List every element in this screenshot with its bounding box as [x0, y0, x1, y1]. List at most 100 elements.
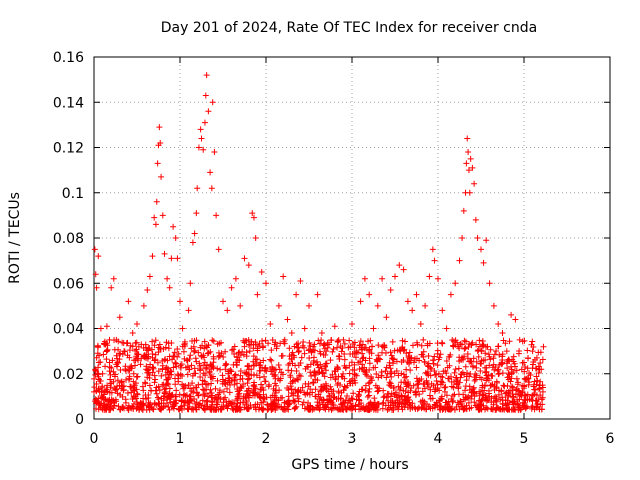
- band-point: [351, 361, 358, 368]
- band-point: [386, 381, 393, 388]
- band-point: [141, 352, 148, 359]
- data-point: [129, 330, 136, 337]
- band-point: [269, 406, 276, 413]
- band-point: [164, 395, 171, 402]
- band-point: [202, 365, 209, 372]
- x-tick-label: 6: [606, 431, 615, 447]
- band-point: [107, 371, 114, 378]
- band-point: [301, 344, 308, 351]
- band-point: [116, 351, 123, 358]
- band-point: [449, 392, 456, 399]
- band-point: [207, 386, 214, 393]
- band-point: [152, 387, 159, 394]
- data-point: [96, 352, 103, 359]
- band-point: [385, 397, 392, 404]
- band-point: [147, 361, 154, 368]
- band-point: [383, 394, 390, 401]
- band-point: [471, 374, 478, 381]
- y-tick-label: 0.14: [53, 95, 84, 111]
- band-point: [158, 400, 165, 407]
- band-point: [279, 394, 286, 401]
- band-point: [314, 361, 321, 368]
- band-point: [311, 347, 318, 354]
- band-point: [268, 347, 275, 354]
- band-point: [492, 406, 499, 413]
- data-point: [284, 316, 291, 323]
- band-point: [257, 367, 264, 374]
- band-point: [178, 361, 185, 368]
- band-point: [252, 339, 259, 346]
- band-point: [184, 371, 191, 378]
- band-point: [196, 404, 203, 411]
- band-point: [467, 370, 474, 377]
- band-point: [220, 399, 227, 406]
- data-point: [280, 273, 287, 280]
- band-point: [215, 353, 222, 360]
- band-point: [434, 347, 441, 354]
- band-point: [195, 349, 202, 356]
- data-point: [409, 307, 416, 314]
- band-point: [409, 342, 416, 349]
- band-point: [239, 375, 246, 382]
- band-point: [420, 353, 427, 360]
- data-point: [301, 325, 308, 332]
- band-point: [502, 340, 509, 347]
- band-point: [499, 351, 506, 358]
- band-point: [475, 353, 482, 360]
- band-point: [367, 337, 374, 344]
- band-point: [175, 350, 182, 357]
- band-point: [308, 373, 315, 380]
- band-point: [243, 349, 250, 356]
- x-tick-label: 3: [348, 431, 357, 447]
- band-point: [245, 394, 252, 401]
- band-point: [506, 406, 513, 413]
- band-point: [122, 376, 129, 383]
- band-point: [285, 367, 292, 374]
- band-point: [337, 395, 344, 402]
- band-point: [478, 348, 485, 355]
- band-point: [106, 368, 113, 375]
- band-point: [181, 355, 188, 362]
- data-point: [194, 185, 201, 192]
- band-point: [157, 405, 164, 412]
- band-point: [490, 401, 497, 408]
- band-point: [172, 359, 179, 366]
- band-point: [330, 346, 337, 353]
- band-point: [237, 367, 244, 374]
- band-point: [452, 366, 459, 373]
- band-point: [231, 374, 238, 381]
- band-point: [372, 364, 379, 371]
- band-point: [427, 372, 434, 379]
- band-point: [262, 337, 269, 344]
- data-point: [392, 273, 398, 280]
- data-point: [113, 336, 120, 343]
- band-point: [324, 344, 331, 351]
- band-point: [150, 365, 157, 372]
- data-point: [499, 330, 506, 337]
- band-point: [519, 338, 526, 345]
- band-point: [374, 384, 381, 391]
- band-point: [244, 363, 251, 370]
- y-tick-label: 0: [75, 412, 84, 428]
- band-point: [314, 377, 321, 384]
- band-point: [185, 381, 192, 388]
- band-point: [482, 356, 489, 363]
- data-point: [159, 212, 166, 219]
- band-point: [281, 399, 288, 406]
- band-point: [402, 379, 409, 386]
- band-point: [253, 372, 260, 379]
- band-point: [180, 348, 187, 355]
- band-point: [124, 389, 131, 396]
- band-point: [443, 358, 450, 365]
- data-point: [93, 284, 100, 291]
- data-point: [508, 311, 515, 318]
- band-point: [400, 371, 407, 378]
- band-point: [209, 399, 216, 406]
- band-point: [295, 376, 302, 383]
- band-point: [142, 379, 149, 386]
- data-point: [92, 271, 99, 278]
- band-point: [470, 385, 477, 392]
- data-point: [486, 280, 493, 287]
- band-point: [232, 371, 239, 378]
- band-point: [385, 406, 392, 413]
